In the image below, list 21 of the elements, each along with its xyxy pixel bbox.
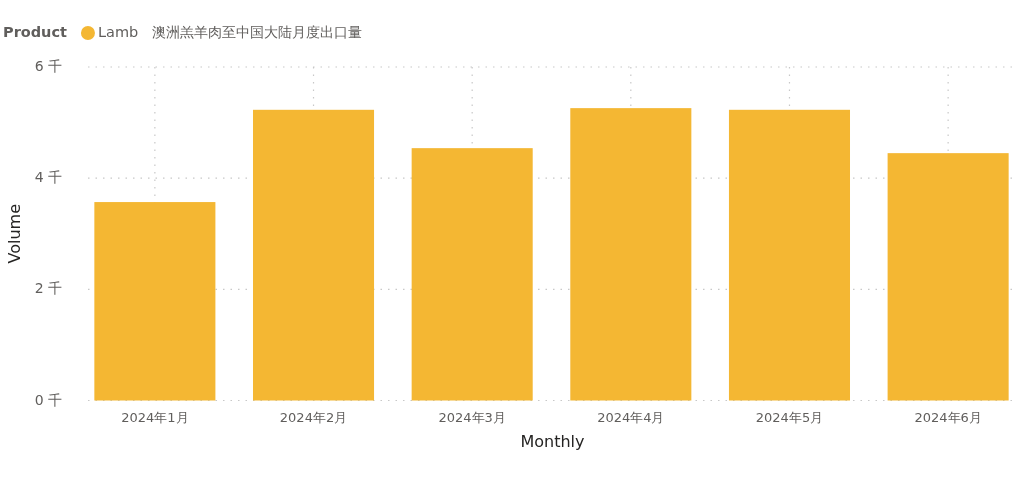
chart-title: 澳洲羔羊肉至中国大陆月度出口量 xyxy=(152,24,363,40)
bar xyxy=(411,148,533,401)
x-tick-label: 2024年3月 xyxy=(438,409,506,425)
x-tick-label: 2024年4月 xyxy=(597,409,665,425)
bar xyxy=(570,108,692,401)
y-axis-title: Volume xyxy=(4,203,24,264)
x-tick-label: 2024年5月 xyxy=(755,409,824,425)
bar xyxy=(887,153,1009,401)
y-tick-label: 4 千 xyxy=(34,169,62,186)
x-tick-label: 2024年6月 xyxy=(914,409,982,425)
y-tick-label: 0 千 xyxy=(34,391,62,408)
bar xyxy=(728,109,850,401)
x-tick-label: 2024年2月 xyxy=(279,409,348,425)
bar xyxy=(253,109,375,401)
bar xyxy=(94,202,216,401)
y-tick-label: 6 千 xyxy=(34,58,62,74)
x-axis-title: Monthly xyxy=(520,431,585,451)
x-tick-label: 2024年1月 xyxy=(121,409,189,425)
legend-title: Product xyxy=(3,24,68,40)
legend-label: Lamb xyxy=(97,24,139,40)
y-tick-label: 2 千 xyxy=(34,280,62,297)
